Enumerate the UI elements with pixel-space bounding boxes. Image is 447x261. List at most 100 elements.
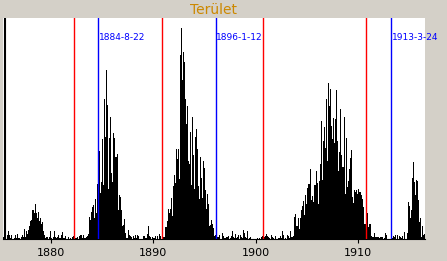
Bar bbox=[213, 228, 214, 239]
Bar bbox=[101, 182, 102, 239]
Bar bbox=[32, 210, 33, 239]
Bar bbox=[184, 62, 185, 239]
Bar bbox=[207, 194, 208, 239]
Bar bbox=[360, 192, 361, 239]
Bar bbox=[133, 236, 134, 239]
Bar bbox=[18, 238, 19, 239]
Bar bbox=[149, 236, 150, 239]
Bar bbox=[128, 230, 129, 239]
Bar bbox=[226, 237, 227, 239]
Bar bbox=[123, 225, 124, 239]
Bar bbox=[208, 204, 209, 239]
Bar bbox=[278, 238, 279, 239]
Bar bbox=[341, 122, 342, 239]
Bar bbox=[408, 202, 409, 239]
Title: Terület: Terület bbox=[190, 3, 237, 17]
Bar bbox=[138, 235, 139, 239]
Bar bbox=[319, 165, 320, 239]
Bar bbox=[54, 231, 55, 239]
Bar bbox=[16, 238, 17, 239]
Bar bbox=[352, 197, 353, 239]
Bar bbox=[279, 238, 280, 239]
Bar bbox=[262, 236, 263, 239]
Bar bbox=[268, 237, 269, 239]
Bar bbox=[301, 210, 302, 239]
Bar bbox=[356, 190, 357, 239]
Bar bbox=[265, 237, 266, 239]
Bar bbox=[294, 217, 295, 239]
Bar bbox=[198, 145, 199, 239]
Bar bbox=[358, 189, 359, 239]
Bar bbox=[143, 238, 144, 239]
Bar bbox=[242, 238, 243, 239]
Bar bbox=[93, 205, 94, 239]
Bar bbox=[88, 234, 89, 239]
Bar bbox=[376, 237, 377, 239]
Bar bbox=[249, 238, 250, 239]
Bar bbox=[152, 237, 153, 239]
Bar bbox=[83, 235, 84, 239]
Bar bbox=[307, 188, 308, 239]
Bar bbox=[147, 234, 148, 239]
Bar bbox=[365, 224, 366, 239]
Bar bbox=[344, 117, 345, 239]
Bar bbox=[345, 194, 346, 239]
Bar bbox=[206, 209, 207, 239]
Bar bbox=[285, 238, 286, 239]
Bar bbox=[107, 105, 108, 239]
Bar bbox=[90, 220, 91, 239]
Bar bbox=[120, 197, 121, 239]
Bar bbox=[162, 237, 163, 239]
Bar bbox=[317, 183, 318, 239]
Bar bbox=[155, 231, 156, 239]
Bar bbox=[112, 182, 113, 239]
Bar bbox=[27, 234, 28, 239]
Bar bbox=[385, 233, 386, 239]
Bar bbox=[228, 236, 229, 239]
Bar bbox=[121, 210, 122, 239]
Bar bbox=[159, 234, 160, 239]
Bar bbox=[11, 235, 12, 239]
Bar bbox=[369, 224, 370, 239]
Bar bbox=[235, 234, 236, 239]
Bar bbox=[271, 235, 272, 239]
Bar bbox=[216, 235, 217, 239]
Bar bbox=[338, 171, 339, 239]
Bar bbox=[347, 187, 348, 239]
Bar bbox=[419, 222, 420, 239]
Bar bbox=[273, 238, 274, 239]
Bar bbox=[300, 218, 301, 239]
Bar bbox=[339, 152, 340, 239]
Bar bbox=[49, 237, 50, 239]
Bar bbox=[313, 175, 314, 239]
Bar bbox=[325, 148, 326, 239]
Bar bbox=[148, 226, 149, 239]
Bar bbox=[180, 55, 181, 239]
Bar bbox=[177, 159, 178, 239]
Bar bbox=[94, 205, 95, 239]
Bar bbox=[258, 236, 259, 239]
Bar bbox=[411, 210, 412, 239]
Bar bbox=[200, 157, 201, 239]
Bar bbox=[421, 236, 422, 239]
Bar bbox=[372, 237, 373, 239]
Bar bbox=[225, 238, 226, 239]
Bar bbox=[224, 238, 225, 239]
Bar bbox=[409, 206, 410, 239]
Bar bbox=[63, 238, 64, 239]
Bar bbox=[283, 235, 284, 239]
Bar bbox=[189, 164, 190, 239]
Bar bbox=[170, 209, 171, 239]
Bar bbox=[165, 226, 166, 239]
Bar bbox=[397, 235, 398, 239]
Bar bbox=[130, 236, 131, 239]
Bar bbox=[175, 183, 176, 239]
Bar bbox=[321, 121, 322, 239]
Bar bbox=[146, 238, 147, 239]
Bar bbox=[311, 200, 312, 239]
Bar bbox=[201, 178, 202, 239]
Bar bbox=[381, 237, 382, 239]
Bar bbox=[172, 216, 173, 239]
Bar bbox=[324, 127, 325, 239]
Bar bbox=[195, 137, 196, 239]
